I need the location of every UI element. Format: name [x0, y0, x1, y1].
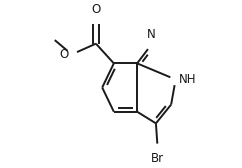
Text: O: O: [91, 4, 101, 16]
Text: O: O: [59, 48, 68, 61]
Text: N: N: [147, 28, 156, 41]
Text: Br: Br: [151, 152, 164, 165]
Text: NH: NH: [179, 73, 196, 86]
